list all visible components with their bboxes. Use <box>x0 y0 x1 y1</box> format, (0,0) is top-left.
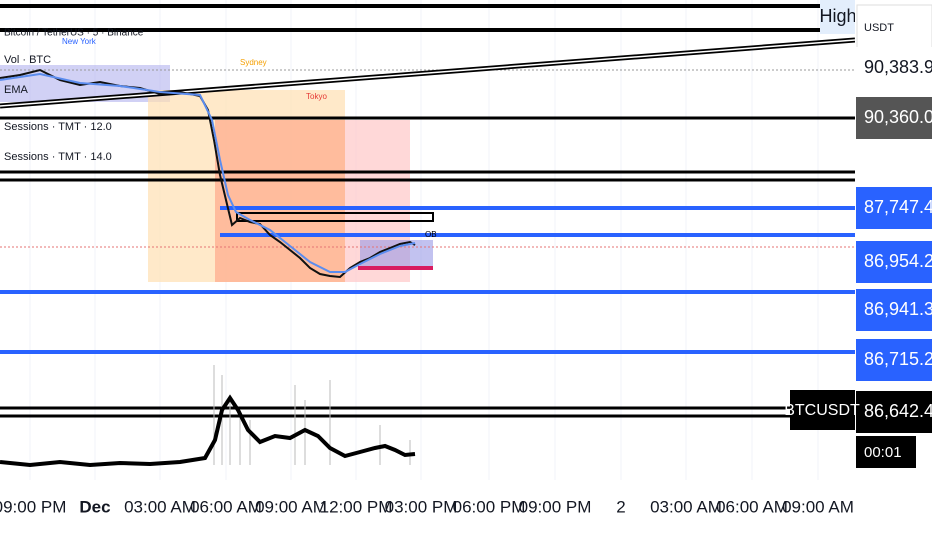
price-label: 86,941.37 <box>864 299 932 319</box>
blue-levels <box>0 206 855 354</box>
countdown: 00:01 <box>864 444 902 461</box>
price-label: 86,642.44 <box>864 401 932 421</box>
tokyo-session <box>215 120 345 282</box>
legend-sessions: Sessions · TMT · 14.0 <box>4 151 112 163</box>
price-label-box <box>856 47 932 89</box>
price-labels: 90,383.97 90,360.00 87,747.40 86,954.22 86,9… <box>856 47 932 433</box>
time-label: 09:00 PM <box>0 497 66 516</box>
time-label: 12:00 PM <box>320 497 393 516</box>
time-label: 09:00 AM <box>782 497 854 516</box>
legend-ema: EMA <box>4 84 29 96</box>
symbol-title: Bitcoin / TetherUS · 5 · Binance <box>4 28 144 39</box>
time-label: 06:00 AM <box>716 497 788 516</box>
time-label: 03:00 AM <box>650 497 722 516</box>
symbol-tag-label: BTCUSDT <box>784 402 860 419</box>
high-box <box>236 212 434 222</box>
legend-sessions: Sessions · TMT · 12.0 <box>4 121 112 133</box>
countdown-box <box>856 436 916 468</box>
symbol-tag <box>790 390 855 430</box>
session-label: Sydney <box>240 58 267 67</box>
ema-line <box>0 72 416 273</box>
time-label: 09:00 AM <box>255 497 327 516</box>
currency-box[interactable] <box>856 4 932 50</box>
price-label: 86,715.22 <box>864 349 932 369</box>
trend-line-inner <box>0 39 856 107</box>
price-label: 87,747.40 <box>864 197 932 217</box>
legend: Bitcoin / TetherUS · 5 · Binance Vol · B… <box>4 28 144 163</box>
price-label: 86,954.22 <box>864 251 932 271</box>
price-label-box <box>856 289 932 331</box>
order-block-line <box>358 266 433 270</box>
time-label: 03:00 AM <box>124 497 196 516</box>
time-label: 06:00 PM <box>453 497 526 516</box>
price-label: 90,360.00 <box>864 107 932 127</box>
price-label: 90,383.97 <box>864 57 932 77</box>
price-label-box <box>856 391 932 433</box>
order-block <box>360 240 433 268</box>
high-tag <box>820 0 856 34</box>
high-label: High <box>819 6 856 26</box>
legend-volume: Vol · BTC <box>4 54 51 66</box>
price-label-box <box>856 241 932 283</box>
price-label-box <box>856 187 932 229</box>
price-label-box <box>856 97 932 139</box>
price-label-box <box>856 339 932 381</box>
time-label: 03:00 PM <box>385 497 458 516</box>
ob-label: OB <box>425 230 437 239</box>
session-label: New York <box>62 37 97 46</box>
time-label: 06:00 AM <box>190 497 262 516</box>
currency-label[interactable]: USDT <box>864 22 894 34</box>
horizontal-levels <box>0 4 855 418</box>
volume-ma <box>0 394 416 468</box>
session-label: Tokyo <box>306 92 327 101</box>
time-label: Dec <box>79 497 110 516</box>
time-label: 2 <box>616 497 625 516</box>
time-label: 09:00 PM <box>519 497 592 516</box>
